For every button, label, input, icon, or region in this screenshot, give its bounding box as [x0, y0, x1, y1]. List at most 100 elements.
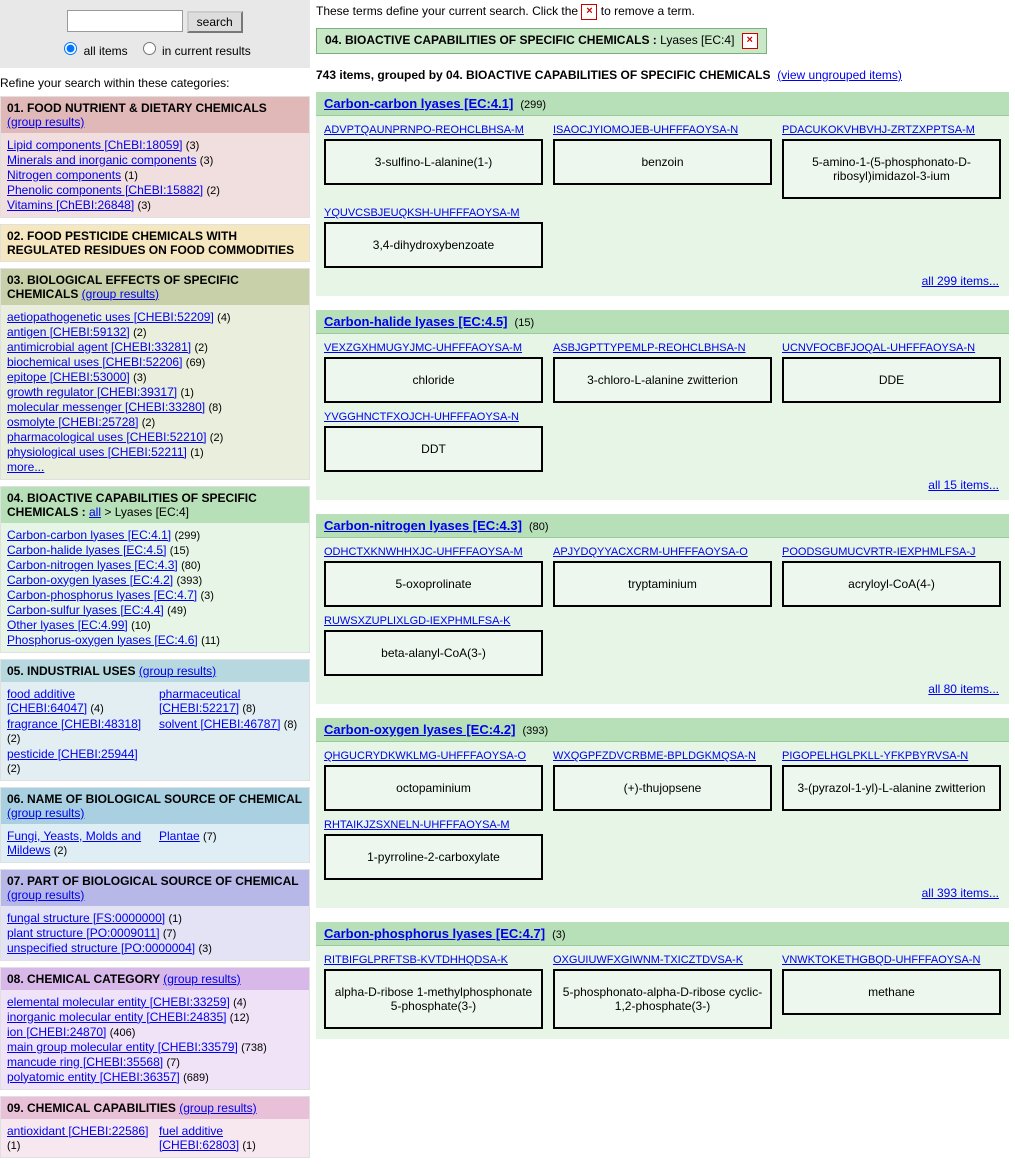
item-name-box[interactable]: (+)-thujopsene	[553, 765, 772, 811]
category-entry-link[interactable]: main group molecular entity [CHEBI:33579…	[7, 1040, 238, 1054]
category-entry-link[interactable]: Vitamins [ChEBI:26848]	[7, 198, 134, 212]
category-entry-link[interactable]: mancude ring [CHEBI:35568]	[7, 1055, 163, 1069]
item-name-box[interactable]: 5-oxoprolinate	[324, 561, 543, 607]
category-entry-link[interactable]: antigen [CHEBI:59132]	[7, 325, 130, 339]
category-entry-link[interactable]: molecular messenger [CHEBI:33280]	[7, 400, 205, 414]
item-name-box[interactable]: 5-phosphonato-alpha-D-ribose cyclic-1,2-…	[553, 969, 772, 1029]
item-name-box[interactable]: 3-chloro-L-alanine zwitterion	[553, 357, 772, 403]
category-entry-link[interactable]: Carbon-nitrogen lyases [EC:4.3]	[7, 558, 178, 572]
category-entry-link[interactable]: Phosphorus-oxygen lyases [EC:4.6]	[7, 633, 198, 647]
category-entry-link[interactable]: Carbon-phosphorus lyases [EC:4.7]	[7, 588, 197, 602]
item-name-box[interactable]: 1-pyrroline-2-carboxylate	[324, 834, 543, 880]
group-title-link[interactable]: Carbon-carbon lyases [EC:4.1]	[324, 96, 513, 111]
view-ungrouped-link[interactable]: (view ungrouped items)	[777, 68, 902, 82]
group-results-link[interactable]: (group results)	[7, 115, 84, 129]
group-title-link[interactable]: Carbon-oxygen lyases [EC:4.2]	[324, 722, 515, 737]
category-entry-link[interactable]: antioxidant [CHEBI:22586]	[7, 1124, 148, 1138]
item-id-link[interactable]: ADVPTQAUNPRNPO-REOHCLBHSA-M	[324, 124, 524, 136]
category-entry-link[interactable]: Carbon-oxygen lyases [EC:4.2]	[7, 573, 173, 587]
all-items-link[interactable]: all 299 items...	[922, 274, 999, 288]
category-entry-link[interactable]: aetiopathogenetic uses [CHEBI:52209]	[7, 310, 214, 324]
category-entry-link[interactable]: antimicrobial agent [CHEBI:33281]	[7, 340, 191, 354]
category-entry-link[interactable]: osmolyte [CHEBI:25728]	[7, 415, 138, 429]
category-entry-link[interactable]: inorganic molecular entity [CHEBI:24835]	[7, 1010, 226, 1024]
search-input[interactable]	[67, 10, 183, 32]
category-entry-link[interactable]: fragrance [CHEBI:48318]	[7, 717, 141, 731]
search-button[interactable]: search	[187, 11, 243, 33]
more-link[interactable]: more...	[7, 460, 44, 474]
group-results-link[interactable]: (group results)	[7, 888, 84, 902]
item-name-box[interactable]: benzoin	[553, 139, 772, 185]
group-results-link[interactable]: (group results)	[139, 664, 216, 678]
item-id-link[interactable]: QHGUCRYDKWKLMG-UHFFFAOYSA-O	[324, 750, 526, 762]
item-name-box[interactable]: DDT	[324, 426, 543, 472]
item-id-link[interactable]: RUWSXZUPLIXLGD-IEXPHMLFSA-K	[324, 615, 510, 627]
category-entry-link[interactable]: fuel additive [CHEBI:62803]	[159, 1124, 239, 1152]
item-id-link[interactable]: POODSGUMUCVRTR-IEXPHMLFSA-J	[782, 546, 976, 558]
item-name-box[interactable]: 3-(pyrazol-1-yl)-L-alanine zwitterion	[782, 765, 1001, 811]
item-id-link[interactable]: RHTAIKJZSXNELN-UHFFFAOYSA-M	[324, 819, 510, 831]
item-name-box[interactable]: 3-sulfino-L-alanine(1-)	[324, 139, 543, 185]
category-entry-link[interactable]: pharmacological uses [CHEBI:52210]	[7, 430, 206, 444]
item-name-box[interactable]: DDE	[782, 357, 1001, 403]
item-id-link[interactable]: ODHCTXKNWHHXJC-UHFFFAOYSA-M	[324, 546, 523, 558]
item-id-link[interactable]: VEXZGXHMUGYJMC-UHFFFAOYSA-M	[324, 342, 522, 354]
category-entry-link[interactable]: solvent [CHEBI:46787]	[159, 717, 280, 731]
category-entry-link[interactable]: food additive [CHEBI:64047]	[7, 687, 87, 715]
category-entry-link[interactable]: Plantae	[159, 829, 200, 843]
group-results-link[interactable]: (group results)	[163, 972, 240, 986]
breadcrumb-all-link[interactable]: all	[89, 505, 101, 519]
item-id-link[interactable]: YVGGHNCTFXOJCH-UHFFFAOYSA-N	[324, 411, 519, 423]
all-items-link[interactable]: all 393 items...	[922, 886, 999, 900]
group-results-link[interactable]: (group results)	[82, 287, 159, 301]
category-entry-link[interactable]: Carbon-halide lyases [EC:4.5]	[7, 543, 166, 557]
category-entry-link[interactable]: Phenolic components [ChEBI:15882]	[7, 183, 203, 197]
category-entry-link[interactable]: ion [CHEBI:24870]	[7, 1025, 106, 1039]
item-name-box[interactable]: alpha-D-ribose 1-methylphosphonate 5-pho…	[324, 969, 543, 1029]
category-entry-link[interactable]: Carbon-carbon lyases [EC:4.1]	[7, 528, 171, 542]
item-name-box[interactable]: chloride	[324, 357, 543, 403]
item-id-link[interactable]: APJYDQYYACXCRM-UHFFFAOYSA-O	[553, 546, 748, 558]
item-id-link[interactable]: WXQGPFZDVCRBME-BPLDGKMQSA-N	[553, 750, 756, 762]
group-results-link[interactable]: (group results)	[7, 806, 84, 820]
category-entry-link[interactable]: growth regulator [CHEBI:39317]	[7, 385, 177, 399]
item-id-link[interactable]: VNWKTOKETHGBQD-UHFFFAOYSA-N	[782, 954, 980, 966]
item-name-box[interactable]: tryptaminium	[553, 561, 772, 607]
category-entry-link[interactable]: pharmaceutical [CHEBI:52217]	[159, 687, 240, 715]
category-entry-link[interactable]: unspecified structure [PO:0000004]	[7, 941, 195, 955]
item-name-box[interactable]: 5-amino-1-(5-phosphonato-D-ribosyl)imida…	[782, 139, 1001, 199]
category-entry-link[interactable]: epitope [CHEBI:53000]	[7, 370, 130, 384]
item-id-link[interactable]: UCNVFOCBFJOQAL-UHFFFAOYSA-N	[782, 342, 975, 354]
category-entry-link[interactable]: polyatomic entity [CHEBI:36357]	[7, 1070, 180, 1084]
item-id-link[interactable]: ASBJGPTTYPEMLP-REOHCLBHSA-N	[553, 342, 746, 354]
category-entry-link[interactable]: plant structure [PO:0009011]	[7, 926, 160, 940]
item-id-link[interactable]: YQUVCSBJEUQKSH-UHFFFAOYSA-M	[324, 207, 520, 219]
category-entry-link[interactable]: Lipid components [ChEBI:18059]	[7, 138, 182, 152]
category-entry-link[interactable]: Other lyases [EC:4.99]	[7, 618, 128, 632]
item-id-link[interactable]: PDACUKOKVHBVHJ-ZRTZXPPTSA-M	[782, 124, 975, 136]
category-entry-link[interactable]: pesticide [CHEBI:25944]	[7, 747, 138, 761]
group-title-link[interactable]: Carbon-phosphorus lyases [EC:4.7]	[324, 926, 545, 941]
item-name-box[interactable]: octopaminium	[324, 765, 543, 811]
item-id-link[interactable]: ISAOCJYIOMOJEB-UHFFFAOYSA-N	[553, 124, 738, 136]
category-entry-link[interactable]: Nitrogen components	[7, 168, 121, 182]
category-entry-link[interactable]: physiological uses [CHEBI:52211]	[7, 445, 187, 459]
category-entry-link[interactable]: fungal structure [FS:0000000]	[7, 911, 165, 925]
item-id-link[interactable]: OXGUIUWFXGIWNM-TXICZTDVSA-K	[553, 954, 743, 966]
category-entry-link[interactable]: Carbon-sulfur lyases [EC:4.4]	[7, 603, 164, 617]
item-id-link[interactable]: PIGOPELHGLPKLL-YFKPBYRVSA-N	[782, 750, 968, 762]
group-title-link[interactable]: Carbon-halide lyases [EC:4.5]	[324, 314, 508, 329]
all-items-link[interactable]: all 80 items...	[928, 682, 999, 696]
group-title-link[interactable]: Carbon-nitrogen lyases [EC:4.3]	[324, 518, 522, 533]
all-items-link[interactable]: all 15 items...	[928, 478, 999, 492]
category-entry-link[interactable]: biochemical uses [CHEBI:52206]	[7, 355, 182, 369]
radio-all-items[interactable]: all items	[59, 44, 127, 58]
item-name-box[interactable]: acryloyl-CoA(4-)	[782, 561, 1001, 607]
remove-term-button[interactable]: ×	[742, 33, 758, 49]
item-id-link[interactable]: RITBIFGLPRFTSB-KVTDHHQDSA-K	[324, 954, 508, 966]
item-name-box[interactable]: 3,4-dihydroxybenzoate	[324, 222, 543, 268]
radio-current-results[interactable]: in current results	[138, 44, 251, 58]
category-entry-link[interactable]: elemental molecular entity [CHEBI:33259]	[7, 995, 230, 1009]
item-name-box[interactable]: methane	[782, 969, 1001, 1015]
category-entry-link[interactable]: Minerals and inorganic components	[7, 153, 196, 167]
